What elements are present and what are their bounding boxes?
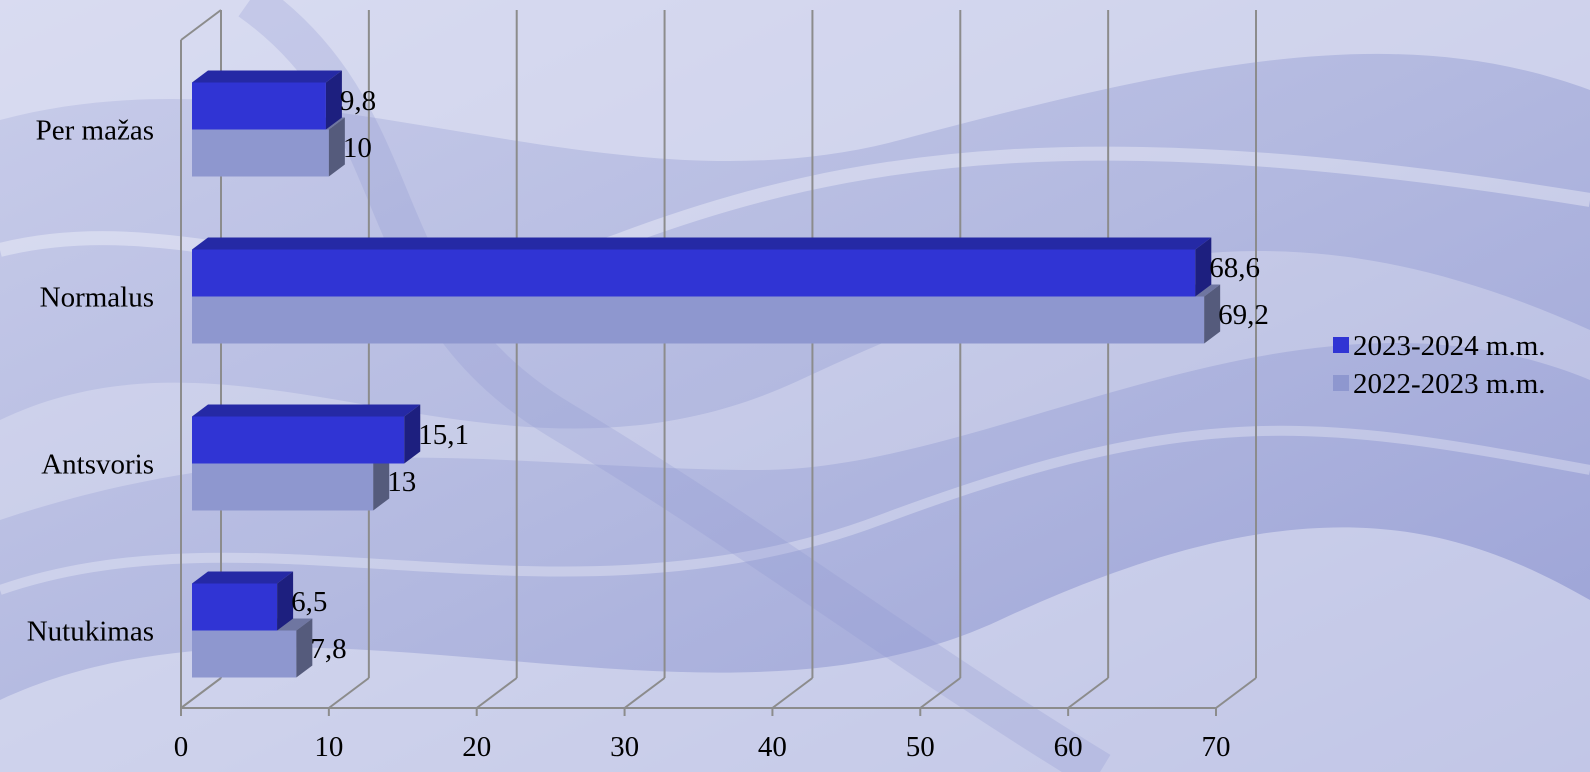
floor-gridline bbox=[476, 677, 518, 709]
floor-gridline bbox=[919, 677, 961, 709]
bar-side-face bbox=[1204, 284, 1221, 344]
x-tick-label: 50 bbox=[906, 731, 935, 763]
legend-label: 2022-2023 m.m. bbox=[1353, 368, 1546, 400]
bar-front-face bbox=[192, 296, 1205, 344]
data-label: 7,8 bbox=[310, 633, 346, 665]
legend: 2023-2024 m.m. 2022-2023 m.m. bbox=[1333, 330, 1546, 400]
legend-swatch bbox=[1333, 375, 1349, 391]
bars-layer bbox=[192, 70, 1221, 678]
bar-side-face bbox=[277, 571, 294, 631]
bar-side-face bbox=[296, 618, 313, 678]
x-tick-label: 60 bbox=[1054, 731, 1083, 763]
bar-front-face bbox=[192, 129, 329, 177]
bar-side-face bbox=[325, 70, 342, 130]
data-label: 9,8 bbox=[340, 85, 376, 117]
bar-2023-2024 bbox=[192, 404, 421, 464]
x-tick-label: 30 bbox=[610, 731, 639, 763]
floor-gridline bbox=[1215, 677, 1257, 709]
x-tick-label: 0 bbox=[174, 731, 189, 763]
x-tick-label: 70 bbox=[1202, 731, 1231, 763]
bar-2023-2024 bbox=[192, 571, 294, 631]
bar-front-face bbox=[192, 249, 1196, 297]
bar-side-face bbox=[328, 117, 345, 177]
bar-side-face bbox=[404, 404, 421, 464]
bar-top-face bbox=[192, 70, 342, 83]
data-label: 68,6 bbox=[1209, 252, 1260, 284]
category-label: Normalus bbox=[40, 282, 154, 314]
bar-2023-2024 bbox=[192, 237, 1212, 297]
bar-front-face bbox=[192, 463, 374, 511]
bar-side-face bbox=[1195, 237, 1212, 297]
data-label: 15,1 bbox=[418, 419, 469, 451]
legend-label: 2023-2024 m.m. bbox=[1353, 330, 1546, 362]
bar-front-face bbox=[192, 630, 297, 678]
bar-side-face bbox=[373, 451, 390, 511]
wall-top-edge bbox=[180, 9, 222, 41]
floor-gridline bbox=[180, 677, 222, 709]
floor-gridline bbox=[771, 677, 814, 709]
bar-front-face bbox=[192, 416, 405, 464]
legend-swatch bbox=[1333, 337, 1349, 353]
data-label: 13 bbox=[387, 466, 416, 498]
data-label: 69,2 bbox=[1218, 299, 1269, 331]
floor-gridline bbox=[623, 677, 666, 709]
x-tick-label: 20 bbox=[462, 731, 491, 763]
x-tick-label: 10 bbox=[314, 731, 343, 763]
bar-2023-2024 bbox=[192, 70, 342, 130]
data-label: 10 bbox=[343, 132, 372, 164]
floor-gridline bbox=[1067, 677, 1109, 709]
bar-front-face bbox=[192, 583, 278, 631]
category-label: Nutukimas bbox=[27, 616, 154, 648]
bar-top-face bbox=[192, 571, 294, 584]
data-label: 6,5 bbox=[291, 586, 327, 618]
category-label: Per mažas bbox=[36, 115, 154, 147]
floor-gridline bbox=[328, 677, 370, 709]
category-label: Antsvoris bbox=[41, 449, 154, 481]
bar-top-face bbox=[192, 404, 421, 417]
bar-front-face bbox=[192, 82, 326, 130]
x-tick-label: 40 bbox=[758, 731, 787, 763]
labels-layer: 0 10 20 30 40 50 60 70 Per mažas 10 9,8 Normalus 69,… bbox=[27, 85, 1269, 763]
bar-top-face bbox=[192, 237, 1212, 250]
